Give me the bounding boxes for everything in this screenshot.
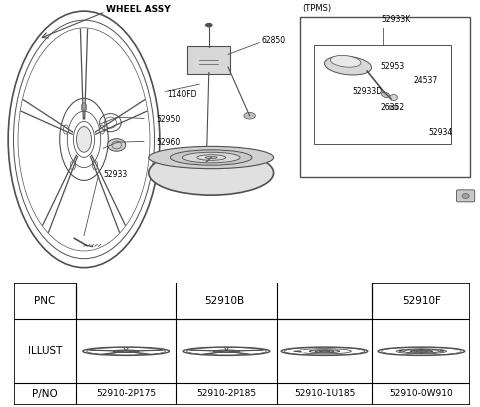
Circle shape — [205, 23, 213, 27]
Ellipse shape — [70, 161, 75, 170]
Text: 52910-1U185: 52910-1U185 — [294, 389, 355, 398]
Text: 52950: 52950 — [156, 115, 180, 125]
Bar — [314, 45, 451, 144]
Ellipse shape — [324, 56, 372, 75]
Text: WHEEL ASSY: WHEEL ASSY — [106, 5, 170, 14]
Text: P/NO: P/NO — [32, 389, 58, 399]
Text: 52910-2P185: 52910-2P185 — [196, 389, 256, 398]
Text: 52910B: 52910B — [204, 296, 244, 306]
Text: 52910-2P175: 52910-2P175 — [96, 389, 156, 398]
Ellipse shape — [315, 350, 334, 352]
Text: 52934: 52934 — [429, 128, 453, 137]
Text: 1140FD: 1140FD — [167, 90, 196, 99]
Text: ILLUST: ILLUST — [28, 346, 62, 356]
Text: (TPMS): (TPMS) — [302, 4, 332, 13]
Ellipse shape — [462, 193, 469, 199]
Text: 24537: 24537 — [414, 77, 438, 85]
Ellipse shape — [99, 125, 105, 134]
Text: PNC: PNC — [35, 296, 56, 306]
Ellipse shape — [390, 94, 397, 101]
Ellipse shape — [149, 147, 274, 168]
Text: 52933K: 52933K — [382, 15, 411, 24]
Ellipse shape — [416, 351, 427, 352]
Ellipse shape — [170, 150, 252, 165]
Ellipse shape — [410, 350, 432, 352]
Wedge shape — [298, 350, 304, 352]
Ellipse shape — [149, 151, 274, 195]
Ellipse shape — [182, 152, 240, 163]
Text: 52910-0W910: 52910-0W910 — [389, 389, 453, 398]
Ellipse shape — [197, 155, 226, 160]
Text: 52933D: 52933D — [353, 87, 383, 96]
Text: 62850: 62850 — [262, 36, 286, 45]
Text: 52953: 52953 — [381, 62, 405, 71]
Ellipse shape — [63, 125, 69, 134]
FancyBboxPatch shape — [187, 46, 230, 74]
Ellipse shape — [381, 92, 390, 98]
Ellipse shape — [108, 139, 126, 151]
Bar — [389, 105, 397, 109]
Bar — [76, 283, 372, 319]
Bar — [300, 17, 470, 177]
Circle shape — [244, 112, 255, 119]
Text: 52910F: 52910F — [402, 296, 441, 306]
Ellipse shape — [205, 156, 217, 159]
Ellipse shape — [93, 161, 98, 170]
Ellipse shape — [294, 351, 301, 352]
Ellipse shape — [76, 127, 92, 152]
Text: 52933: 52933 — [103, 170, 128, 179]
FancyBboxPatch shape — [456, 190, 475, 202]
Ellipse shape — [81, 103, 87, 112]
Text: 26352: 26352 — [381, 103, 405, 112]
Text: 52960: 52960 — [156, 138, 180, 147]
Ellipse shape — [330, 55, 361, 67]
